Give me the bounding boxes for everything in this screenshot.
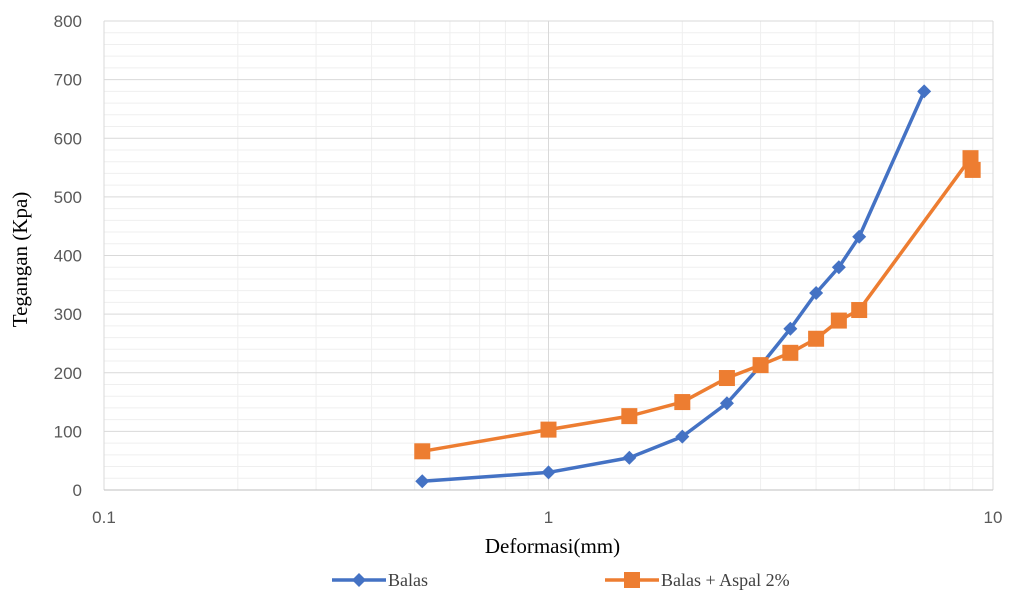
data-point <box>540 421 557 438</box>
x-axis-title: Deformasi(mm) <box>485 534 620 558</box>
y-tick-label: 200 <box>54 364 82 383</box>
data-point <box>674 394 691 411</box>
data-point <box>831 260 846 275</box>
data-point <box>964 161 981 178</box>
y-tick-label: 600 <box>54 129 82 148</box>
y-tick-label: 500 <box>54 188 82 207</box>
x-tick-label: 1 <box>544 508 553 527</box>
data-point <box>414 443 431 460</box>
data-point <box>541 465 556 480</box>
y-tick-label: 400 <box>54 247 82 266</box>
data-point <box>621 408 638 425</box>
legend-item: Balas + Aspal 2% <box>605 570 790 590</box>
y-tick-label: 0 <box>73 481 82 500</box>
x-tick-label: 10 <box>984 508 1003 527</box>
y-tick-label: 700 <box>54 71 82 90</box>
series-balas-aspal-2- <box>414 150 981 460</box>
legend: Balas Balas + Aspal 2% <box>332 570 790 590</box>
data-point <box>752 357 769 374</box>
data-point <box>718 370 735 387</box>
series-line <box>421 156 975 454</box>
data-point <box>675 429 690 444</box>
data-point <box>415 474 430 489</box>
data-point <box>830 312 847 329</box>
legend-label: Balas + Aspal 2% <box>661 570 790 590</box>
data-point <box>851 302 868 319</box>
data-point <box>783 321 798 336</box>
data-point <box>719 396 734 411</box>
data-point <box>852 229 867 244</box>
x-tick-labels: 0.1 1 10 <box>92 508 1002 527</box>
legend-swatch-marker <box>624 572 640 588</box>
y-tick-label: 300 <box>54 305 82 324</box>
data-point <box>782 344 799 361</box>
y-tick-label: 800 <box>54 12 82 31</box>
legend-swatch-marker <box>352 573 366 587</box>
y-tick-labels: 0 100 200 300 400 500 600 700 800 <box>54 12 82 500</box>
x-tick-label: 0.1 <box>92 508 116 527</box>
legend-item: Balas <box>332 570 428 590</box>
data-point <box>808 330 825 347</box>
series-layer <box>414 84 981 489</box>
data-point <box>917 84 932 99</box>
data-point <box>622 450 637 465</box>
series-balas <box>415 84 932 489</box>
y-tick-label: 100 <box>54 422 82 441</box>
legend-label: Balas <box>388 570 428 590</box>
grid <box>103 20 994 491</box>
y-axis-title: Tegangan (Kpa) <box>8 192 32 328</box>
data-point <box>809 286 824 301</box>
